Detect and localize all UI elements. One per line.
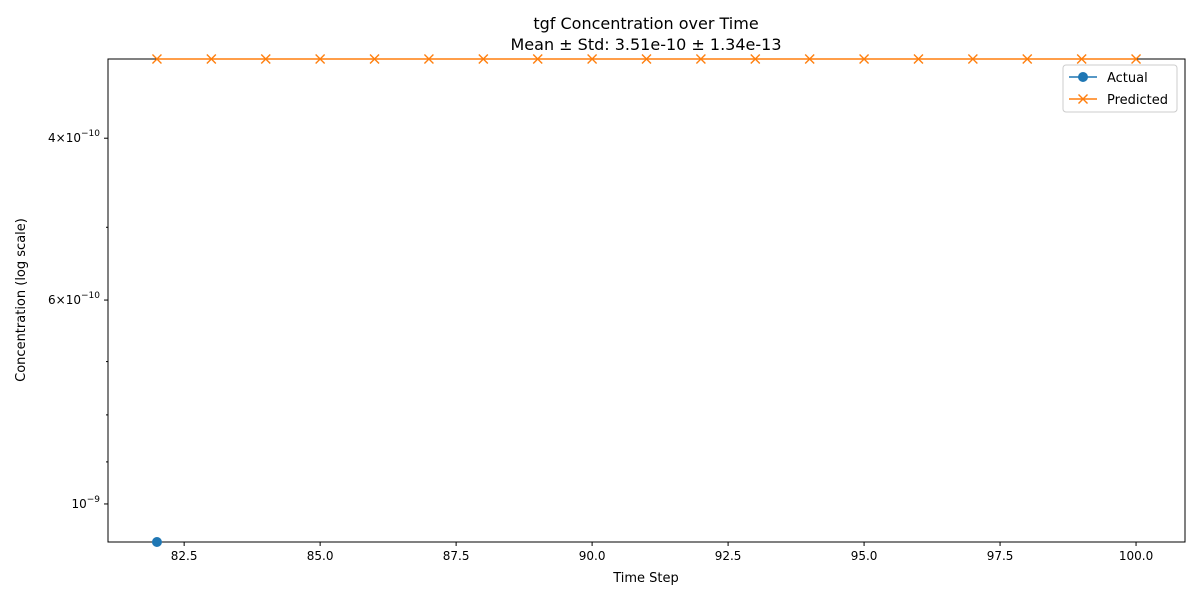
data-point-predicted-stroke [587, 54, 598, 64]
data-point-predicted-stroke [913, 54, 924, 64]
data-layer [151, 54, 1142, 547]
y-tick-label: 10−9 [71, 495, 100, 511]
data-point-predicted [804, 54, 815, 64]
legend-marker-actual [1078, 72, 1088, 82]
data-point-predicted-stroke [641, 54, 652, 64]
legend-marker-predicted-stroke [1078, 94, 1088, 104]
data-point-predicted [532, 54, 543, 64]
legend-label-actual: Actual [1107, 71, 1148, 86]
data-point-predicted [1022, 54, 1033, 64]
data-point-predicted-stroke [206, 54, 217, 64]
data-point-predicted-stroke [260, 54, 271, 64]
x-tick-label: 92.5 [715, 549, 742, 563]
chart-title-line1: tgf Concentration over Time [533, 14, 758, 33]
data-point-predicted-stroke [804, 54, 815, 64]
x-tick-label: 90.0 [579, 549, 606, 563]
data-point-predicted [206, 54, 217, 64]
x-tick-label: 100.0 [1119, 549, 1153, 563]
data-point-actual [151, 537, 162, 547]
data-point-predicted-stroke [695, 54, 706, 64]
data-point-predicted-stroke [478, 54, 489, 64]
data-point-predicted-stroke [1131, 54, 1142, 64]
legend-label-predicted: Predicted [1107, 93, 1168, 108]
data-point-predicted [750, 54, 761, 64]
data-point-predicted [859, 54, 870, 64]
x-tick-label: 85.0 [307, 549, 334, 563]
x-tick-label: 97.5 [987, 549, 1014, 563]
data-point-predicted [151, 54, 162, 64]
data-point-predicted-stroke [369, 54, 380, 64]
data-point-predicted-stroke [1022, 54, 1033, 64]
data-point-predicted-stroke [151, 54, 162, 64]
data-point-predicted [695, 54, 706, 64]
data-point-predicted [260, 54, 271, 64]
y-tick-label: 6×10−10 [48, 291, 100, 307]
data-point-predicted [641, 54, 652, 64]
data-point-predicted-stroke [1076, 54, 1087, 64]
x-tick-label: 82.5 [171, 549, 198, 563]
data-point-predicted-stroke [532, 54, 543, 64]
data-point-predicted [587, 54, 598, 64]
plot-area: 82.5 85.0 87.5 90.0 92.5 95.0 97.5 100.0 4×10−10… [48, 54, 1186, 563]
x-axis-label: Time Step [612, 571, 679, 586]
data-point-predicted [967, 54, 978, 64]
data-point-predicted-stroke [750, 54, 761, 64]
x-tick-label: 87.5 [443, 549, 470, 563]
legend-marker-predicted [1078, 94, 1088, 104]
data-point-predicted [1076, 54, 1087, 64]
data-point-predicted [369, 54, 380, 64]
data-point-predicted [1131, 54, 1142, 64]
legend: Actual Predicted [1062, 64, 1178, 113]
data-point-predicted [478, 54, 489, 64]
data-point-predicted [913, 54, 924, 64]
x-tick-label: 95.0 [851, 549, 878, 563]
data-point-predicted [315, 54, 326, 64]
data-point-predicted [423, 54, 434, 64]
data-point-predicted-stroke [315, 54, 326, 64]
data-point-predicted-stroke [859, 54, 870, 64]
y-tick-label: 4×10−10 [48, 129, 100, 145]
data-point-predicted-stroke [967, 54, 978, 64]
y-axis-label: Concentration (log scale) [14, 218, 29, 382]
data-point-predicted-stroke [423, 54, 434, 64]
chart-title-line2: Mean ± Std: 3.51e-10 ± 1.34e-13 [510, 35, 781, 54]
plot-frame [107, 58, 1186, 543]
